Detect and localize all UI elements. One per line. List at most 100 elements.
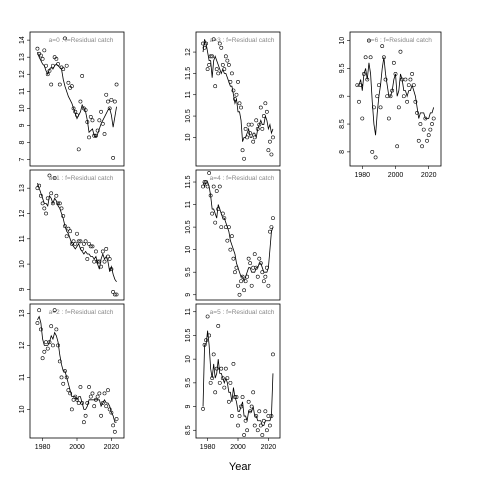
y-tick-label: 10	[185, 355, 192, 363]
observed-point	[370, 149, 375, 154]
x-tick-label: 1980	[35, 444, 51, 451]
observed-point	[76, 147, 81, 152]
observed-point	[112, 429, 117, 434]
observed-point	[226, 225, 231, 230]
observed-point	[207, 62, 212, 67]
y-tick-label: 13	[19, 309, 26, 317]
y-tick-label: 9	[19, 123, 26, 127]
observed-point	[68, 229, 73, 234]
observed-point	[231, 88, 236, 93]
observed-point	[54, 193, 59, 198]
observed-point	[44, 340, 48, 345]
observed-point	[236, 423, 240, 428]
observed-point	[90, 244, 95, 249]
observed-point	[222, 67, 227, 72]
observed-point	[268, 423, 272, 428]
observed-point	[230, 71, 234, 76]
observed-point	[431, 116, 436, 121]
observed-point	[207, 333, 212, 338]
observed-point	[264, 265, 269, 270]
panel-4: 9 9.5 10 10.5 11 11.5 a=4 : f=Residual catch	[185, 169, 281, 301]
observed-point	[216, 71, 221, 76]
observed-point	[85, 401, 90, 405]
panel-6: 8.5 9 9.5 10 10.5 11 1980 2000 2020 a=5 : f=Resid…	[185, 303, 281, 451]
fitted-line	[202, 181, 274, 283]
observed-point	[78, 239, 83, 244]
observed-point	[51, 343, 55, 348]
observed-point	[254, 265, 259, 270]
observed-point	[269, 152, 274, 157]
y-tick-label: 10	[19, 260, 26, 268]
observed-point	[220, 211, 225, 216]
observed-point	[222, 216, 227, 220]
panel-title: a=2 : f=Residual catch	[49, 309, 114, 316]
observed-point	[225, 238, 230, 243]
observed-point	[71, 239, 76, 244]
observed-point	[102, 391, 107, 396]
observed-point	[42, 206, 47, 211]
observed-point	[71, 106, 76, 111]
observed-point	[35, 46, 40, 51]
y-tick-label: 8.5	[185, 425, 192, 435]
observed-point	[249, 283, 254, 288]
observed-point	[226, 62, 231, 67]
observed-point	[114, 417, 119, 421]
observed-point	[271, 352, 275, 357]
x-tick-label: 1980	[200, 444, 216, 451]
y-tick-label: 9.5	[339, 63, 346, 73]
observed-point	[210, 376, 215, 381]
observed-point	[260, 126, 265, 131]
observed-point	[76, 401, 81, 405]
observed-point	[49, 324, 54, 329]
observed-point	[239, 404, 243, 409]
fitted-line	[202, 39, 274, 142]
observed-point	[97, 118, 102, 123]
y-tick-label: 9	[339, 94, 346, 98]
observed-point	[71, 397, 76, 402]
observed-point	[237, 101, 242, 106]
observed-point	[47, 68, 52, 73]
observed-point	[251, 139, 256, 144]
observed-point	[223, 54, 228, 59]
observed-point	[111, 290, 116, 294]
panel-title: a=1 : f=Residual catch	[49, 175, 114, 182]
observed-point	[66, 388, 71, 393]
observed-point	[75, 397, 79, 402]
observed-point	[201, 184, 205, 189]
x-tick-label: 2000	[230, 444, 246, 451]
observed-point	[233, 395, 237, 399]
observed-point	[245, 274, 250, 279]
observed-point	[261, 114, 266, 118]
observed-point	[249, 404, 254, 409]
panel-3: 9 10 11 12 13 a=1 : f=Residual catch	[19, 169, 125, 301]
observed-point	[401, 94, 406, 99]
observed-point	[54, 327, 59, 332]
panel-title: a=6 : f=Residual catch	[367, 37, 432, 44]
observed-point	[104, 404, 109, 409]
observed-point	[391, 60, 396, 65]
observed-point	[112, 292, 117, 297]
observed-point	[51, 201, 55, 206]
observed-point	[408, 77, 413, 82]
observed-point	[213, 220, 218, 225]
panel-frame	[195, 169, 281, 301]
x-tick-label: 2020	[104, 444, 120, 451]
observed-point	[56, 201, 60, 206]
observed-point	[396, 105, 401, 110]
panel-frame	[195, 31, 281, 167]
observed-point	[240, 148, 245, 153]
observed-point	[75, 231, 79, 236]
y-tick-label: 11	[185, 308, 192, 315]
observed-point	[236, 283, 240, 288]
observed-point	[107, 257, 112, 261]
observed-point	[239, 279, 243, 284]
observed-point	[69, 407, 74, 412]
observed-point	[405, 99, 410, 104]
observed-point	[365, 77, 370, 82]
y-tick-label: 10.5	[185, 329, 192, 343]
observed-point	[201, 407, 205, 411]
observed-point	[205, 184, 210, 189]
observed-point	[205, 67, 210, 72]
observed-point	[214, 189, 219, 193]
observed-point	[87, 241, 91, 246]
